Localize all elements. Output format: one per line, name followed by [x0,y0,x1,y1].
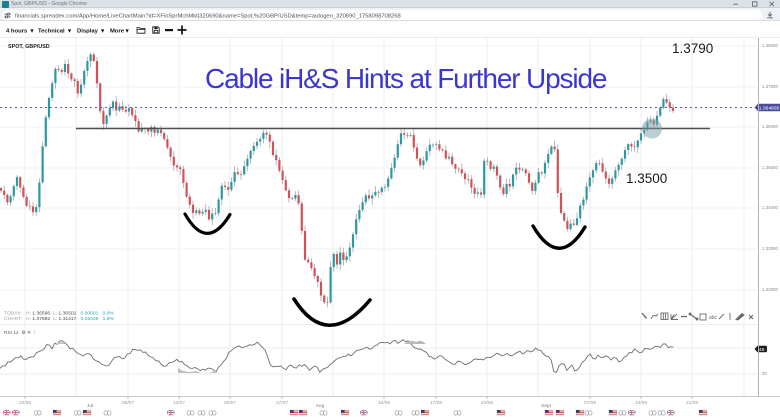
svg-text:49: 49 [759,347,765,353]
svg-text:abc: abc [709,315,718,321]
svg-text:1.364805: 1.364805 [759,106,780,112]
